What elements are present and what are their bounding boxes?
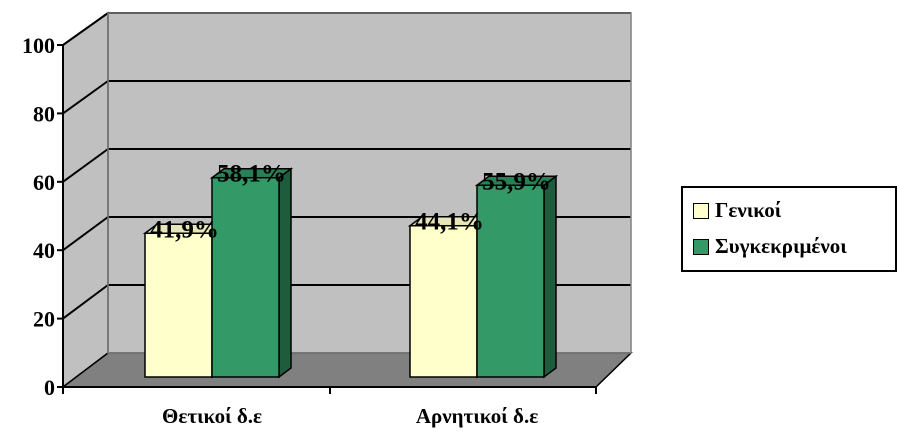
gridline-side bbox=[62, 216, 109, 252]
y-tick-label: 80 bbox=[33, 101, 55, 126]
x-category-label-1: Θετικοί δ.ε bbox=[162, 404, 262, 428]
legend-swatch-series-2 bbox=[693, 238, 709, 255]
x-category-label-2: Αρνητικοί δ.ε bbox=[416, 404, 538, 428]
gridline-side bbox=[62, 148, 109, 183]
data-label-1-1: 41,9% bbox=[150, 216, 219, 243]
y-tick-label: 20 bbox=[33, 307, 55, 332]
bar-1-1 bbox=[144, 232, 213, 378]
bar-side-2-2 bbox=[543, 174, 557, 379]
bar-2-1 bbox=[211, 176, 280, 378]
y-axis-ticks: 0 20 40 60 80 100 bbox=[22, 33, 63, 400]
y-tick-label: 40 bbox=[33, 238, 55, 263]
legend-swatch-series-1 bbox=[693, 202, 709, 219]
gridline-side bbox=[62, 80, 109, 115]
x-axis-labels: Θετικοί δ.ε Αρνητικοί δ.ε bbox=[62, 387, 597, 428]
legend-item-series-1: Γενικοί bbox=[693, 198, 781, 223]
data-label-2-2: 55,9% bbox=[482, 168, 551, 195]
data-labels: 41,9% 58,1% 44,1% 55,9% bbox=[150, 161, 551, 244]
legend-label-series-2: Συγκεκριμένοι bbox=[715, 234, 847, 258]
gridline-side bbox=[62, 284, 109, 320]
legend: Γενικοί Συγκεκριμένοι bbox=[681, 186, 897, 272]
y-tick-label: 0 bbox=[44, 375, 55, 400]
gridline-side bbox=[62, 12, 109, 46]
data-label-1-2: 44,1% bbox=[415, 209, 484, 236]
y-tick-label: 60 bbox=[33, 170, 55, 195]
chart-wall-border bbox=[107, 12, 632, 354]
legend-item-series-2: Συγκεκριμένοι bbox=[693, 234, 847, 259]
bar-2-2 bbox=[476, 184, 545, 378]
chart-side-wall bbox=[62, 11, 109, 389]
y-tick-label: 100 bbox=[22, 33, 55, 58]
bar-side-2-1 bbox=[278, 167, 292, 379]
bars bbox=[142, 167, 559, 379]
bar-1-2 bbox=[409, 224, 478, 378]
legend-label-series-1: Γενικοί bbox=[715, 198, 782, 222]
data-label-2-1: 58,1% bbox=[217, 161, 286, 188]
